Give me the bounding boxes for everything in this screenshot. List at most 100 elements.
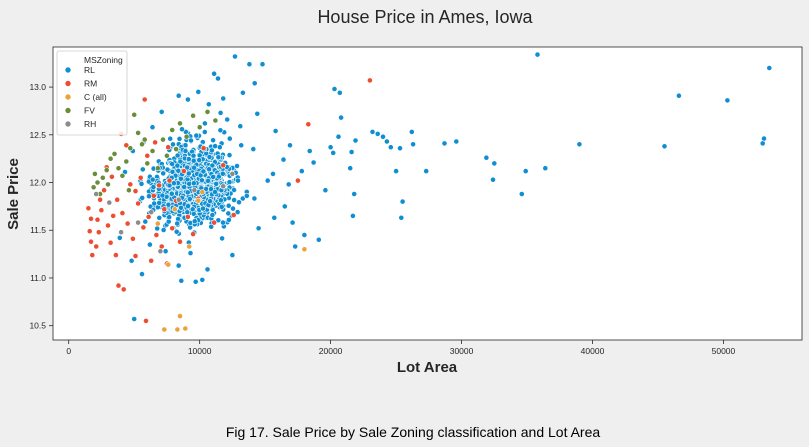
point-RL [212,143,218,149]
point-RM [95,229,102,236]
point-RL [351,191,358,197]
point-RL [168,190,175,197]
point-RL [166,214,173,220]
point-RL [327,144,334,151]
point-RL [289,219,296,226]
point-RL [139,194,146,201]
point-RL [201,120,208,127]
point-RL [235,177,241,184]
point-RL [234,163,240,169]
point-RL [208,223,215,230]
point-FV [183,133,190,140]
point-RM [165,144,172,151]
point-FV [141,136,148,143]
point-FV [127,145,134,152]
point-RL [138,180,145,187]
x-axis-label: Lot Area [397,359,458,376]
point-FV [173,146,179,152]
point-RL [220,95,227,102]
point-RL [213,180,220,187]
point-RM [161,206,168,213]
point-RL [206,154,213,160]
y-axis-label: Sale Price [5,158,22,230]
point-RH [135,219,141,226]
point-RM [305,121,312,128]
point-RL [219,170,226,177]
legend-marker [64,107,72,114]
point-FV [190,112,196,119]
point-RL [522,168,529,174]
x-tick-label: 50000 [712,346,736,356]
point-RL [215,75,221,82]
point-RM [93,243,100,250]
point-RL [322,187,329,194]
point-RL [251,80,258,87]
point-RL [398,214,405,221]
point-FV [135,129,141,136]
point-RL [399,198,406,205]
point-RL [217,110,224,116]
point-FV [99,174,106,181]
point-RL [239,89,246,96]
point-RL [146,193,152,200]
point-RL [185,170,192,177]
point-RL [212,189,218,195]
point-RL [226,179,233,185]
point-RM [85,205,92,212]
point-RH [220,183,227,190]
point-RL [229,252,236,258]
point-RL [491,160,498,167]
point-Call [171,206,178,213]
point-RL [175,167,182,174]
point-RL [348,149,355,155]
point-RL [170,180,177,187]
point-RL [231,197,237,203]
point-RL [287,142,293,149]
point-RL [201,129,208,135]
legend-title: MSZoning [84,55,123,65]
point-RL [209,162,216,169]
point-RL [483,154,490,161]
point-RL [149,176,156,183]
point-RL [250,146,257,152]
y-axis-ticks: 10.5 11.0 11.5 12.0 12.5 13.0 [29,82,53,331]
point-FV [204,109,211,115]
point-RM [230,212,237,218]
point-RL [219,235,225,242]
point-RL [179,126,185,133]
scatter-points [85,51,773,333]
point-RH [93,191,100,197]
point-RL [166,182,173,189]
y-tick-label: 11.5 [30,225,46,235]
legend-marker [64,66,72,74]
point-RM [98,207,105,214]
x-tick-label: 20000 [319,346,343,356]
point-RL [306,148,313,154]
point-RM [123,142,130,149]
point-RL [232,53,238,60]
point-RL [243,192,250,199]
point-RL [380,133,386,140]
point-RL [195,89,202,95]
point-RL [156,199,163,206]
point-RL [200,168,207,175]
point-RL [177,158,184,165]
point-RL [534,51,541,58]
point-RL [301,232,308,238]
point-Call [154,220,161,227]
point-FV [123,158,130,165]
point-RH [175,196,182,203]
point-RL [178,204,184,211]
point-RL [239,195,246,202]
point-RM [132,253,139,259]
point-FV [90,184,97,191]
point-RL [280,156,287,163]
point-Call [177,313,183,319]
point-RL [175,262,182,269]
point-RL [216,173,222,180]
point-RL [190,152,197,159]
point-FV [144,160,151,167]
point-FV [107,155,114,162]
point-RM [132,188,139,194]
